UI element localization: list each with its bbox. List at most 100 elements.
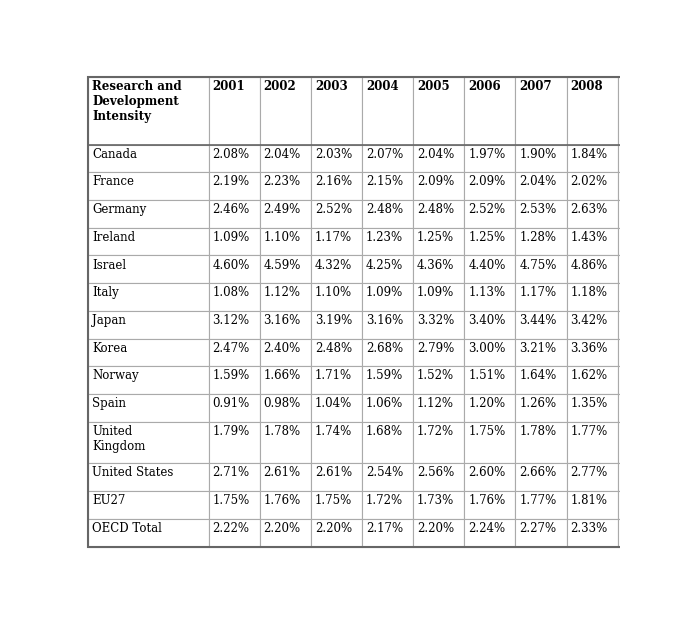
Text: 1.26%: 1.26% [520, 397, 557, 410]
Text: 3.00%: 3.00% [469, 342, 506, 355]
Bar [413, 283, 464, 311]
Text: 1.12%: 1.12% [621, 286, 659, 299]
Text: 2.53%: 2.53% [520, 203, 557, 216]
Text: Average
R&D
Intensity: Average R&D Intensity [621, 80, 681, 123]
Bar [464, 172, 515, 200]
Bar [618, 366, 688, 394]
Text: 1.25%: 1.25% [417, 231, 454, 244]
Text: 1.04%: 1.04% [315, 397, 352, 410]
Text: 2006: 2006 [469, 80, 501, 93]
Bar [88, 255, 209, 283]
Text: 2.02%: 2.02% [570, 175, 608, 188]
Text: 1.77%: 1.77% [520, 494, 557, 507]
Text: 3.16%: 3.16% [366, 314, 403, 327]
Bar [515, 172, 566, 200]
Text: 2.08%: 2.08% [212, 148, 249, 161]
Bar [515, 422, 566, 463]
Bar [362, 394, 413, 422]
Bar [362, 422, 413, 463]
Bar [566, 463, 618, 491]
Bar [260, 228, 311, 255]
Bar [618, 255, 688, 283]
Text: 4.52%: 4.52% [621, 258, 659, 271]
Text: Spain: Spain [92, 397, 126, 410]
Bar [413, 311, 464, 338]
Text: 1.12%: 1.12% [417, 397, 454, 410]
Bar [311, 145, 362, 172]
Text: 1.06%: 1.06% [366, 397, 403, 410]
Text: 2.09%: 2.09% [469, 175, 506, 188]
Text: 2.20%: 2.20% [315, 522, 352, 535]
Text: 2.22%: 2.22% [212, 522, 249, 535]
Text: 1.76%: 1.76% [469, 494, 506, 507]
Text: Korea: Korea [92, 342, 127, 355]
Text: 3.40%: 3.40% [469, 314, 506, 327]
Bar [566, 394, 618, 422]
Text: 1.23%: 1.23% [366, 231, 403, 244]
Text: 2.23%: 2.23% [264, 175, 300, 188]
Bar [413, 338, 464, 366]
Text: 2.79%: 2.79% [417, 342, 454, 355]
Text: 3.19%: 3.19% [315, 314, 352, 327]
Bar [362, 338, 413, 366]
Bar [618, 463, 688, 491]
Bar [413, 463, 464, 491]
Bar [618, 338, 688, 366]
Text: 1.75%: 1.75% [212, 494, 249, 507]
Bar [618, 145, 688, 172]
Text: 2.63%: 2.63% [621, 466, 659, 479]
Text: 2.20%: 2.20% [264, 522, 300, 535]
Bar [464, 338, 515, 366]
Text: 2.48%: 2.48% [366, 203, 403, 216]
Bar [311, 228, 362, 255]
Text: 1.97%: 1.97% [469, 148, 506, 161]
Text: 1.51%: 1.51% [469, 369, 505, 383]
Bar [88, 463, 209, 491]
Bar [209, 311, 260, 338]
Bar [260, 338, 311, 366]
Bar [618, 228, 688, 255]
Text: 1.78%: 1.78% [520, 425, 557, 438]
Bar [413, 519, 464, 546]
Text: 2.00%: 2.00% [621, 148, 659, 161]
Text: Italy: Italy [92, 286, 119, 299]
Bar [413, 172, 464, 200]
Text: 2.71%: 2.71% [212, 466, 249, 479]
Bar [209, 200, 260, 228]
Bar [464, 283, 515, 311]
Bar [515, 366, 566, 394]
Text: 2.19%: 2.19% [212, 175, 249, 188]
Text: 4.86%: 4.86% [570, 258, 608, 271]
Text: 2007: 2007 [520, 80, 552, 93]
Text: 2.52%: 2.52% [315, 203, 352, 216]
Text: 2.04%: 2.04% [520, 175, 557, 188]
Bar [88, 228, 209, 255]
Bar [260, 145, 311, 172]
Text: EU27: EU27 [92, 494, 125, 507]
Bar [260, 463, 311, 491]
Bar [260, 255, 311, 283]
Bar [311, 394, 362, 422]
Text: 1.10%: 1.10% [264, 231, 300, 244]
Bar [88, 172, 209, 200]
Bar [464, 463, 515, 491]
Text: 4.59%: 4.59% [264, 258, 301, 271]
Bar [566, 491, 618, 519]
Text: Japan: Japan [92, 314, 126, 327]
Text: 1.76%: 1.76% [264, 494, 301, 507]
Text: 1.75%: 1.75% [469, 425, 506, 438]
Bar [515, 394, 566, 422]
Bar [260, 283, 311, 311]
Text: 1.74%: 1.74% [315, 425, 352, 438]
Bar [362, 491, 413, 519]
Bar [618, 200, 688, 228]
Bar [566, 172, 618, 200]
Text: 2004: 2004 [366, 80, 398, 93]
Text: 3.32%: 3.32% [417, 314, 454, 327]
Text: 3.12%: 3.12% [212, 314, 249, 327]
Bar [464, 200, 515, 228]
Text: 3.44%: 3.44% [520, 314, 557, 327]
Bar [209, 463, 260, 491]
Text: 1.76%: 1.76% [621, 494, 659, 507]
Text: Canada: Canada [92, 148, 137, 161]
